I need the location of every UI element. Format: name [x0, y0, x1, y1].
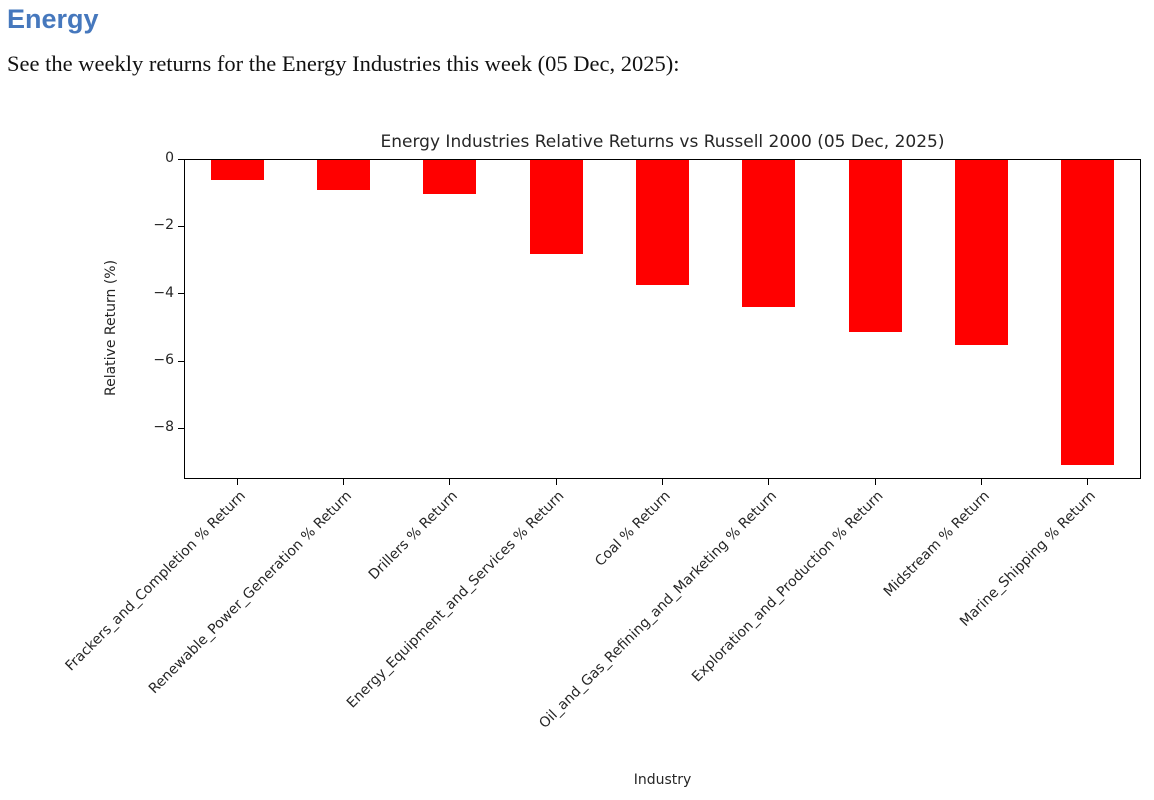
bar — [742, 160, 796, 307]
bar — [423, 160, 477, 194]
x-tick-label: Frackers_and_Completion % Return — [62, 488, 249, 675]
bar — [317, 160, 370, 191]
x-tick-mark — [662, 479, 663, 485]
y-tick-label: −4 — [153, 284, 174, 301]
y-tick-label: −6 — [153, 352, 174, 369]
x-tick-label: Drillers % Return — [366, 488, 462, 584]
energy-returns-figure: Energy Industries Relative Returns vs Ru… — [0, 124, 1154, 800]
chart-title: Energy Industries Relative Returns vs Ru… — [380, 132, 945, 152]
x-tick-mark — [874, 479, 876, 485]
x-tick-mark — [1087, 479, 1089, 485]
page-subtitle: See the weekly returns for the Energy In… — [7, 51, 680, 77]
y-tick-mark — [178, 360, 184, 362]
x-tick-label: Exploration_and_Production % Return — [689, 488, 887, 686]
x-tick-mark — [768, 479, 770, 485]
y-tick-mark — [178, 293, 184, 295]
bar — [529, 160, 583, 255]
x-tick-mark — [555, 479, 557, 485]
y-tick-mark — [178, 225, 184, 227]
y-tick-label: 0 — [165, 150, 174, 166]
page-title: Energy — [7, 4, 99, 34]
bar — [636, 160, 689, 285]
x-tick-label: Oil_and_Gas_Refining_and_Marketing % Ret… — [536, 488, 781, 732]
y-tick-label: −2 — [153, 217, 174, 234]
plot-area — [184, 159, 1141, 479]
bar — [955, 160, 1008, 346]
x-tick-mark — [236, 479, 238, 485]
x-axis-label: Industry — [633, 772, 692, 788]
bar — [210, 160, 264, 181]
x-tick-label: Coal % Return — [592, 488, 674, 570]
x-tick-label: Midstream % Return — [880, 488, 993, 601]
y-tick-mark — [178, 158, 184, 160]
x-tick-mark — [343, 479, 344, 485]
x-tick-label: Energy_Equipment_and_Services % Return — [344, 488, 568, 712]
x-tick-mark — [981, 479, 982, 485]
y-tick-mark — [178, 427, 184, 429]
bar — [848, 160, 902, 332]
bar — [1061, 160, 1115, 465]
x-tick-mark — [449, 479, 451, 485]
y-axis-label: Relative Return (%) — [103, 259, 119, 396]
y-tick-label: −8 — [153, 419, 174, 436]
x-tick-label: Renewable_Power_Generation % Return — [145, 488, 355, 698]
